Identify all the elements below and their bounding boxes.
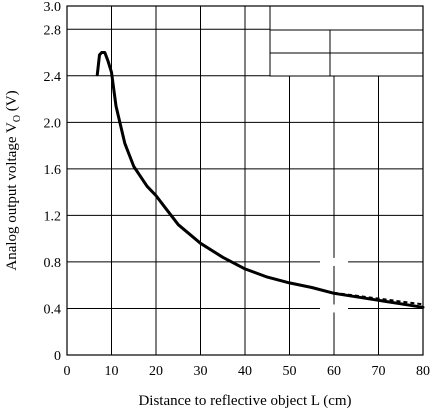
y-tick-label: 3.0 bbox=[44, 0, 62, 15]
x-tick-label: 20 bbox=[149, 364, 163, 379]
y-tick-label: 2.8 bbox=[44, 23, 62, 38]
y-axis-title-main: Analog output voltage V bbox=[4, 122, 20, 271]
y-tick-label: 1.2 bbox=[44, 209, 62, 224]
x-tick-label: 60 bbox=[327, 364, 341, 379]
x-tick-label: 40 bbox=[238, 364, 252, 379]
y-axis-ticks: 0 0.4 0.8 1.2 1.6 2.0 2.4 2.8 3.0 bbox=[44, 0, 62, 364]
plot-frame bbox=[66, 5, 424, 356]
y-tick-label: 1.6 bbox=[44, 163, 62, 178]
grid-gap bbox=[320, 304, 348, 313]
grid-gap bbox=[320, 257, 348, 266]
y-tick-label: 2.4 bbox=[44, 70, 62, 85]
legend-box bbox=[269, 5, 424, 77]
y-tick-label: 0.4 bbox=[44, 302, 62, 317]
x-tick-label: 70 bbox=[372, 364, 386, 379]
x-tick-label: 30 bbox=[194, 364, 208, 379]
y-tick-label: 2.0 bbox=[44, 116, 62, 131]
x-axis-title: Distance to reflective object L (cm) bbox=[138, 393, 351, 409]
series-line-solid bbox=[95, 51, 425, 309]
y-tick-label: 0 bbox=[54, 349, 61, 364]
x-tick-label: 50 bbox=[283, 364, 297, 379]
x-axis-ticks: 0 10 20 30 40 50 60 70 80 bbox=[64, 364, 431, 379]
y-axis-title-subscript: O bbox=[12, 115, 23, 122]
curves bbox=[95, 51, 425, 313]
x-tick-label: 10 bbox=[105, 364, 119, 379]
legend-box-frame bbox=[269, 5, 424, 77]
y-axis-title-unit: (V) bbox=[4, 90, 20, 115]
y-axis-title: Analog output voltage VO (V) bbox=[4, 90, 23, 270]
x-tick-label: 80 bbox=[416, 364, 430, 379]
x-tick-label: 0 bbox=[64, 364, 71, 379]
y-tick-label: 0.8 bbox=[44, 256, 62, 271]
series-line-dashed bbox=[333, 291, 424, 306]
